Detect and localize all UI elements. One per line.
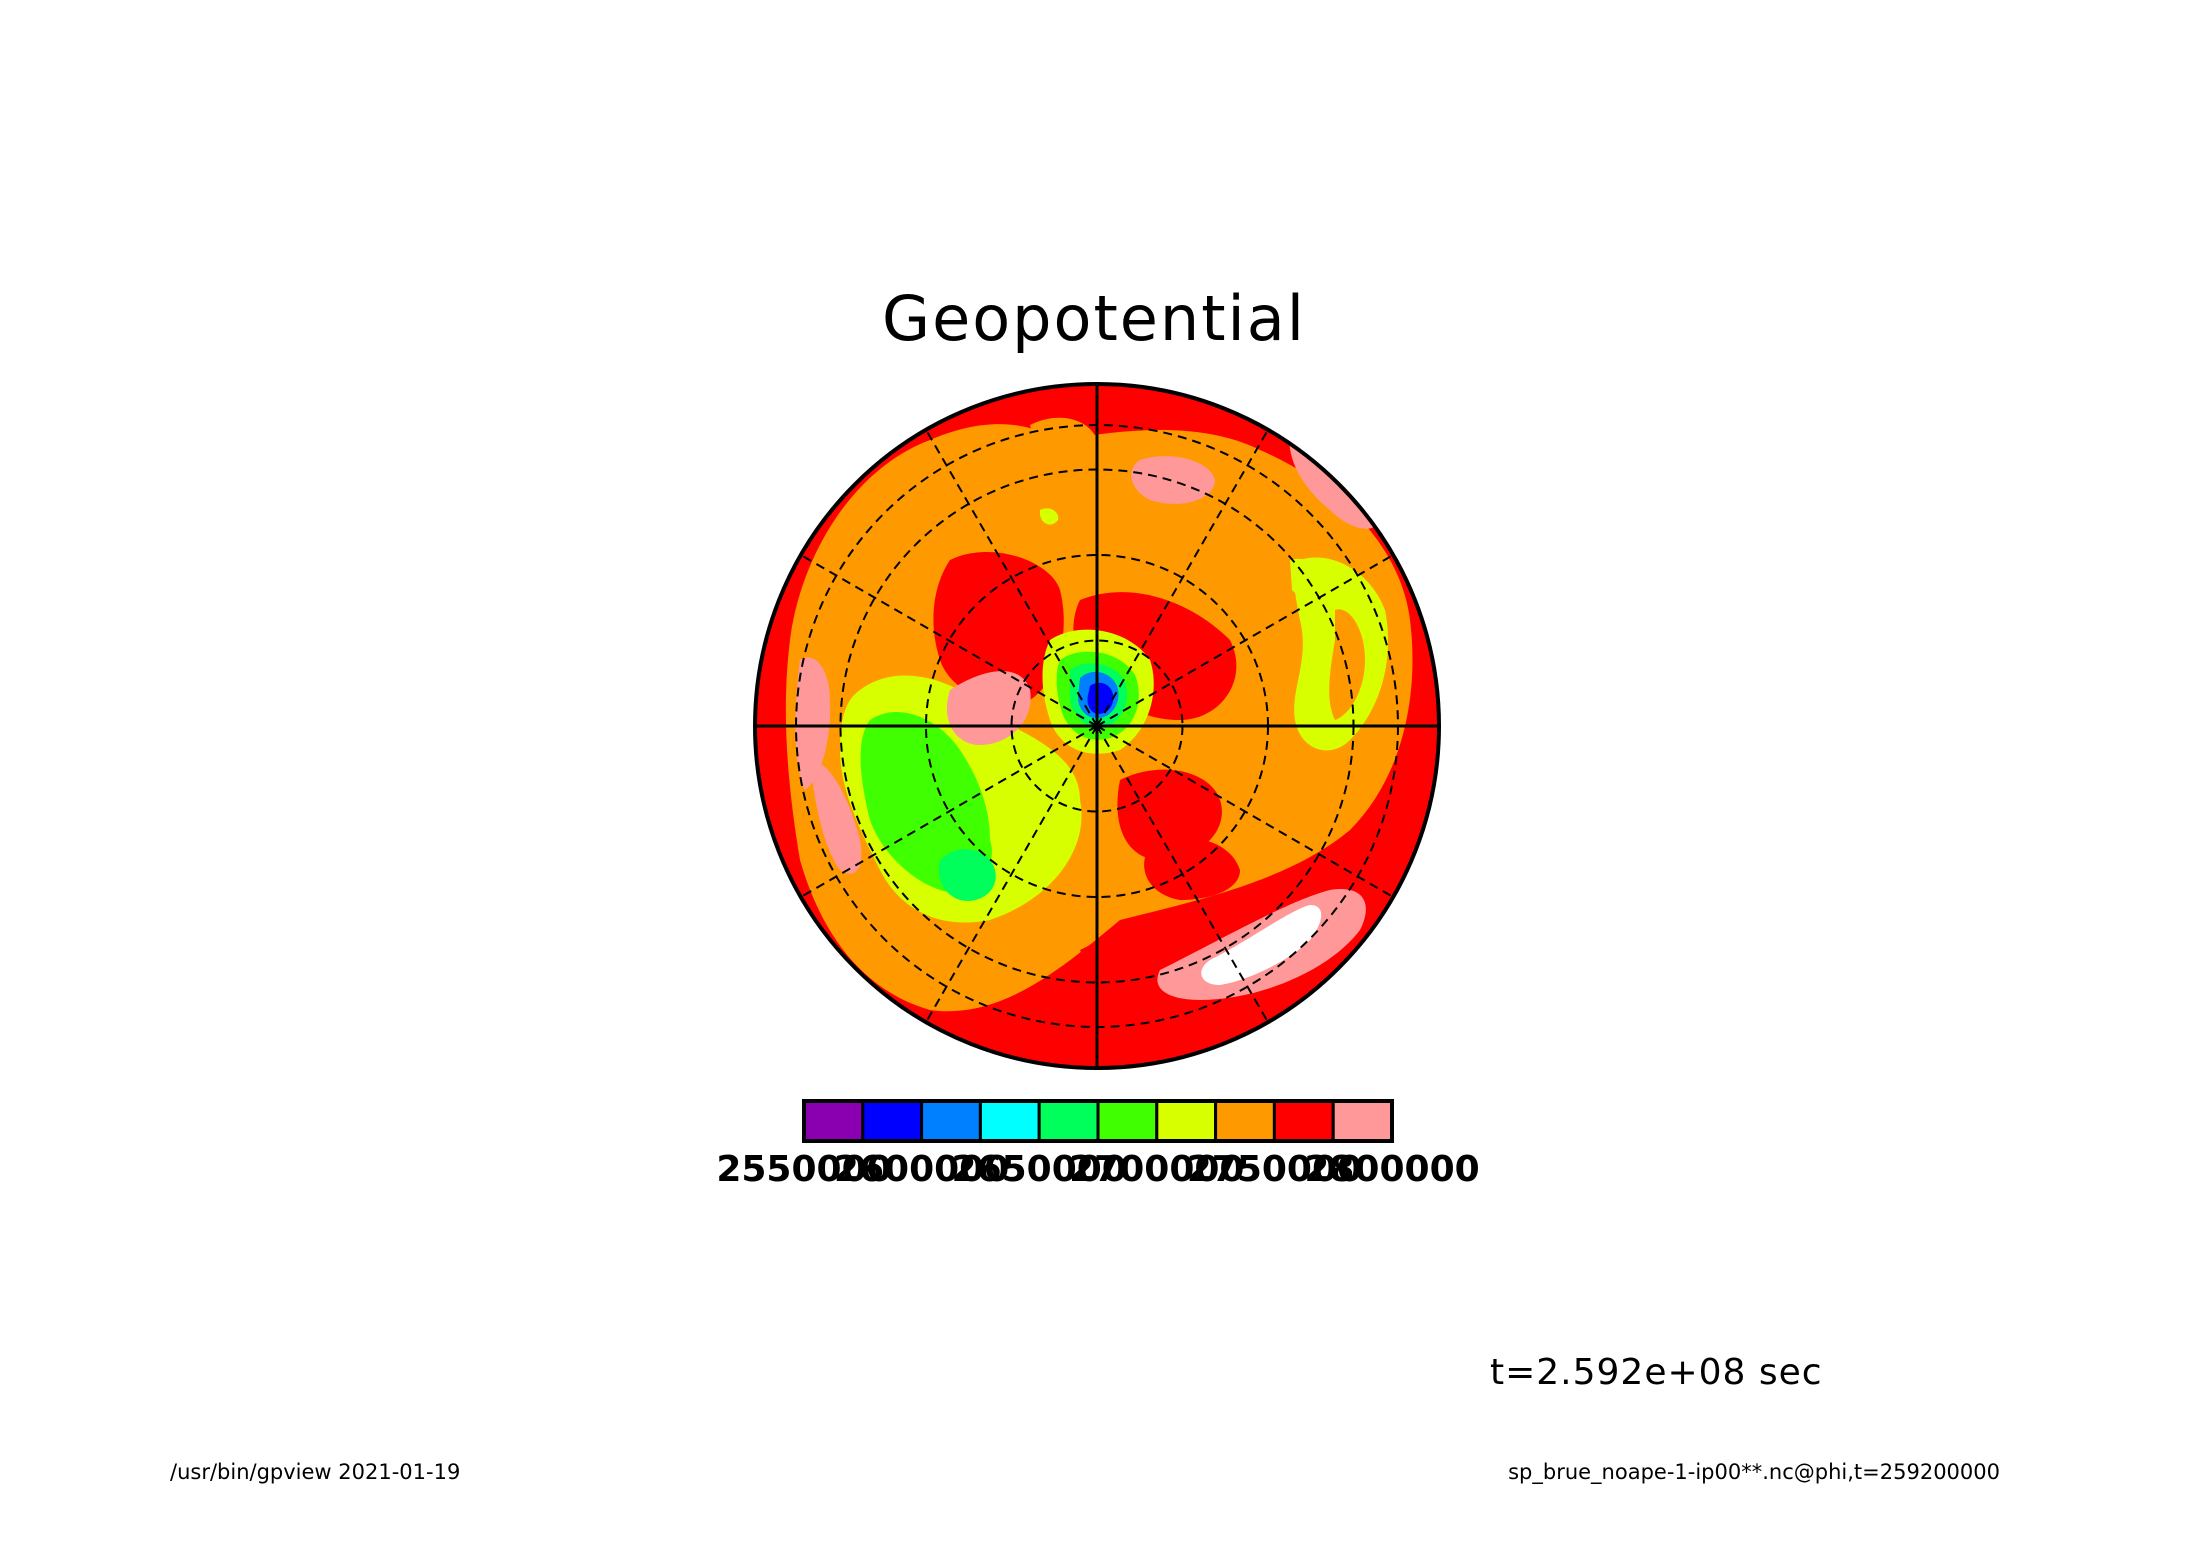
colorbar-tick-label-3: 2650000: [952, 1149, 1127, 1190]
meridian-line-12: [1096, 554, 1394, 727]
chart-title: Geopotential: [882, 282, 1306, 355]
meridian-line-5: [925, 725, 1098, 1023]
field-region-22: [1131, 456, 1215, 504]
meridian-line-11: [1096, 429, 1269, 727]
colorbar-tick-label-1: 2550000: [716, 1149, 891, 1190]
colorbar-tick-label-4: 2700000: [1069, 1149, 1244, 1190]
field-region-10: [938, 849, 996, 901]
colorbar-swatch-3: [920, 1099, 982, 1143]
disk-boundary: [753, 382, 1441, 1070]
colorbar-swatch-5: [1037, 1099, 1100, 1143]
colorbar-swatch-8: [1214, 1099, 1276, 1143]
colorbar-tick-label-2: 2600000: [834, 1149, 1009, 1190]
field-region-5: [1117, 769, 1222, 860]
field-region-9: [860, 711, 992, 892]
colorbar-swatch-6: [1096, 1099, 1159, 1143]
colorbar-swatch-7: [1155, 1099, 1218, 1143]
meridian-line-2: [1096, 725, 1394, 898]
colorbar-swatch-10: [1331, 1099, 1394, 1143]
colorbar-swatch-4: [978, 1099, 1041, 1143]
field-region-2: [1030, 417, 1097, 470]
meridian-line-6: [800, 725, 1098, 898]
meridian-line-8: [800, 554, 1098, 727]
field-region-19: [795, 657, 831, 790]
meridian-line-3: [1096, 725, 1269, 1023]
footer-program-date: /usr/bin/gpview 2021-01-19: [170, 1460, 461, 1484]
colorbar-swatch-2: [861, 1099, 924, 1143]
field-region-26: [1040, 508, 1059, 525]
colorbar: 2550000260000026500002700000275000028000…: [716, 1099, 1480, 1190]
footer-file-info: sp_brue_noape-1-ip00**.nc@phi,t=25920000…: [1508, 1460, 2000, 1484]
field-region-20: [810, 760, 862, 874]
field-region-15: [1087, 682, 1114, 714]
field-region-3: [933, 551, 1064, 703]
meridian-line-9: [925, 429, 1098, 727]
colorbar-swatch-9: [1272, 1099, 1335, 1143]
time-label: t=2.592e+08 sec: [1490, 1352, 1823, 1393]
colorbar-swatch-1: [802, 1099, 865, 1143]
colorbar-frame: [802, 1099, 1394, 1143]
field-region-25: [1201, 905, 1322, 985]
colorbar-tick-label-6: 2800000: [1304, 1149, 1479, 1190]
colorbar-tick-label-5: 2750000: [1187, 1149, 1362, 1190]
